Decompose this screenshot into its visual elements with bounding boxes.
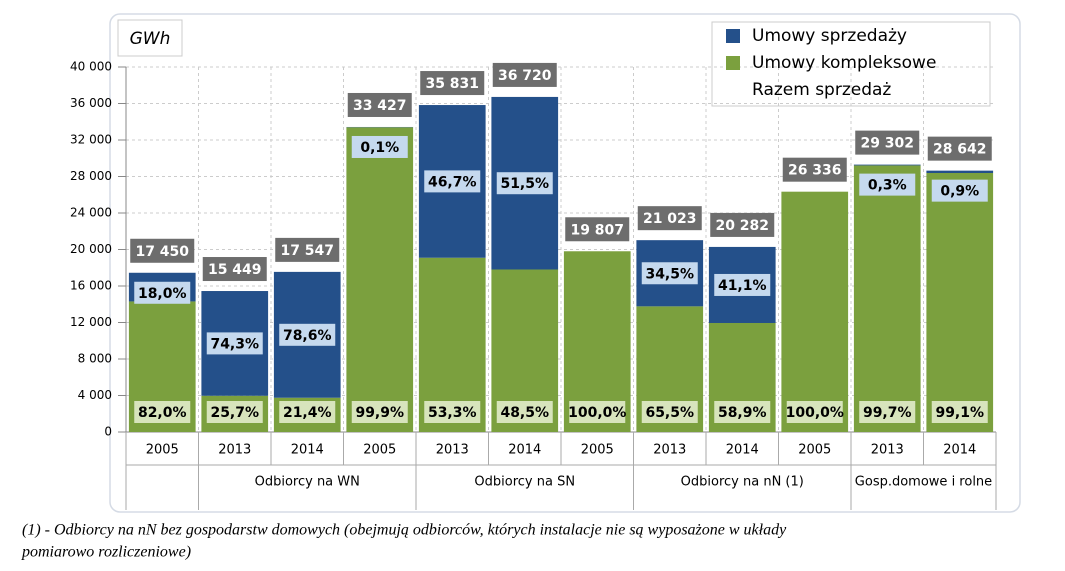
total-label: 15 449 (208, 262, 262, 278)
total-label: 17 450 (135, 244, 189, 260)
share-label: 100,0% (786, 405, 844, 421)
unit-label: GWh (130, 29, 171, 49)
share-label: 100,0% (568, 405, 626, 421)
x-tick-label: 2014 (726, 443, 759, 458)
bar-segment (854, 165, 921, 432)
total-label: 28 642 (933, 142, 987, 158)
share-label: 65,5% (645, 405, 694, 421)
y-tick-label: 16 000 (70, 279, 112, 293)
footnote: (1) - Odbiorcy na nN bez gospodarstw dom… (22, 522, 787, 539)
y-tick-label: 4 000 (78, 388, 112, 402)
total-label: 20 282 (715, 218, 769, 234)
share-label: 21,4% (283, 405, 332, 421)
share-label: 0,1% (360, 140, 399, 156)
share-label: 74,3% (210, 336, 259, 352)
group-label: Odbiorcy na SN (474, 475, 575, 490)
bar-segment (854, 165, 921, 166)
total-label: 26 336 (788, 163, 842, 179)
x-tick-label: 2014 (508, 443, 541, 458)
y-tick-label: 40 000 (70, 60, 112, 74)
legend-swatch (726, 56, 740, 70)
share-label: 46,7% (428, 174, 477, 190)
bar-segment (346, 127, 413, 432)
x-tick-label: 2014 (291, 443, 324, 458)
y-tick-label: 32 000 (70, 133, 112, 147)
share-label: 82,0% (138, 405, 187, 421)
share-label: 0,3% (868, 178, 907, 194)
share-label: 99,9% (355, 405, 404, 421)
share-label: 18,0% (138, 286, 187, 302)
y-tick-label: 8 000 (78, 352, 112, 366)
x-tick-label: 2005 (798, 443, 831, 458)
legend-label: Umowy sprzedaży (752, 26, 907, 46)
total-label: 17 547 (280, 243, 334, 259)
share-label: 34,5% (645, 266, 694, 282)
share-label: 99,1% (935, 405, 984, 421)
total-label: 19 807 (570, 222, 624, 238)
total-label: 36 720 (498, 68, 552, 84)
x-tick-label: 2013 (871, 443, 904, 458)
x-tick-label: 2005 (146, 443, 179, 458)
y-tick-label: 12 000 (70, 315, 112, 329)
total-label: 29 302 (860, 136, 914, 152)
bar-segment (926, 173, 993, 432)
share-label: 78,6% (283, 328, 332, 344)
legend-swatch (726, 29, 740, 43)
y-tick-label: 20 000 (70, 242, 112, 256)
y-tick-label: 28 000 (70, 169, 112, 183)
y-tick-label: 0 (104, 425, 112, 439)
total-label: 33 427 (353, 98, 407, 114)
share-label: 25,7% (210, 405, 259, 421)
bar-segment (781, 192, 848, 432)
y-tick-label: 24 000 (70, 206, 112, 220)
share-label: 41,1% (718, 278, 767, 294)
share-label: 51,5% (500, 176, 549, 192)
x-tick-label: 2013 (436, 443, 469, 458)
legend-label: Razem sprzedaż (752, 80, 891, 100)
group-label: Odbiorcy na nN (1) (681, 475, 804, 490)
share-label: 53,3% (428, 405, 477, 421)
total-label: 21 023 (643, 211, 697, 227)
x-tick-label: 2005 (581, 443, 614, 458)
legend-label: Umowy kompleksowe (752, 53, 936, 73)
group-label: Gosp.domowe i rolne (855, 475, 992, 490)
total-label: 35 831 (425, 76, 479, 92)
x-tick-label: 2013 (653, 443, 686, 458)
x-tick-label: 2014 (943, 443, 976, 458)
footnote: pomiarowo rozliczeniowe) (21, 544, 191, 561)
share-label: 0,9% (940, 184, 979, 200)
bar-segment (926, 171, 993, 173)
group-label: Odbiorcy na WN (255, 475, 360, 490)
x-tick-label: 2013 (218, 443, 251, 458)
y-tick-label: 36 000 (70, 96, 112, 110)
x-tick-label: 2005 (363, 443, 396, 458)
share-label: 48,5% (500, 405, 549, 421)
share-label: 58,9% (718, 405, 767, 421)
share-label: 99,7% (863, 405, 912, 421)
